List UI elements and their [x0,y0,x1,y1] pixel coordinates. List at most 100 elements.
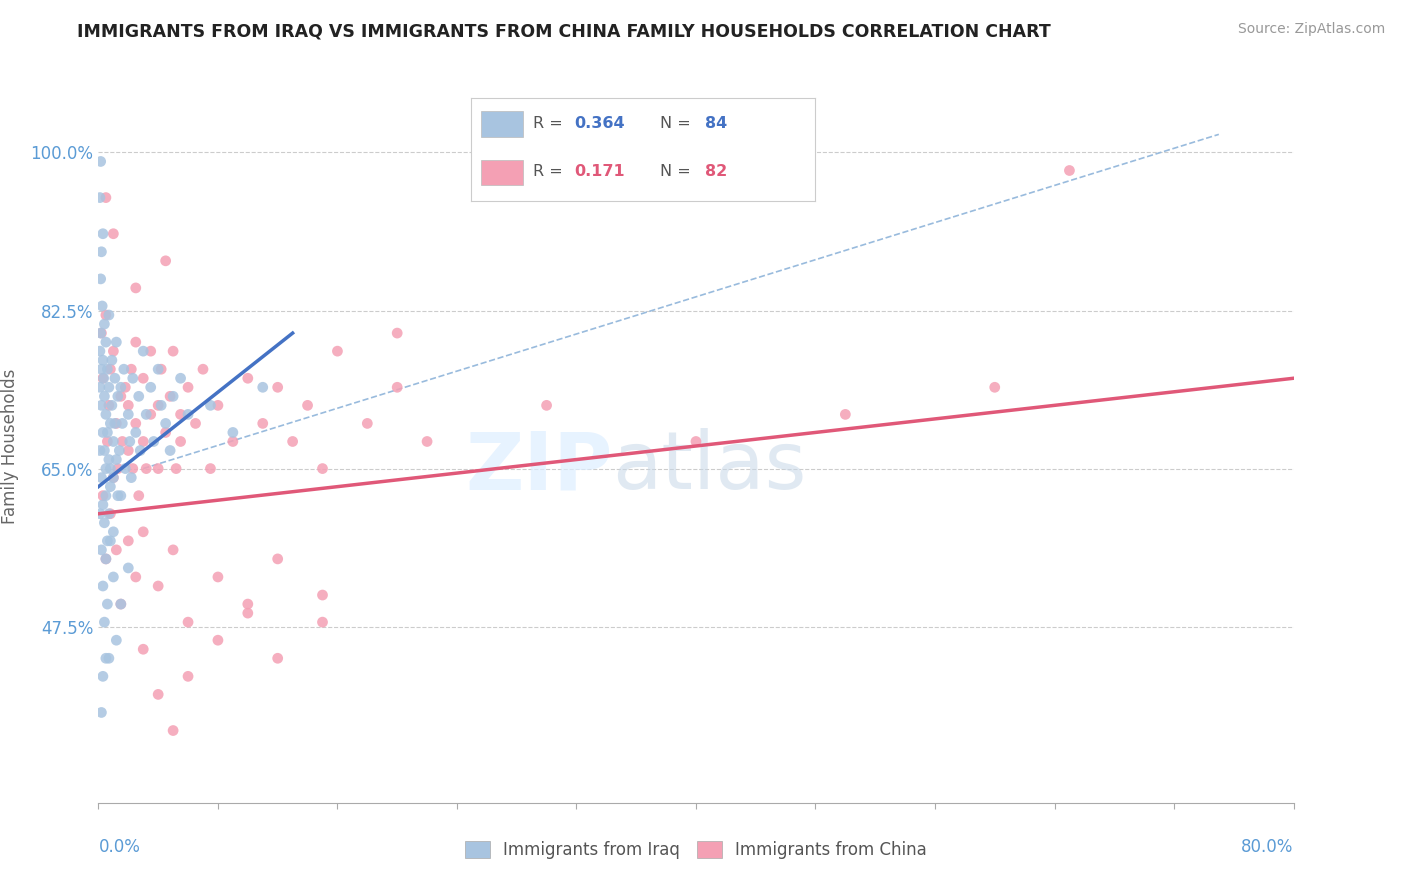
Point [162,344,184,359]
Point [89,380,111,394]
Point [94,552,117,566]
Point [107,389,129,403]
Point [97,308,120,322]
Point [101,398,124,412]
Point [97,398,120,412]
Point [90,272,112,286]
Point [121,371,143,385]
Point [90,706,112,720]
Point [159,389,181,403]
Point [834,408,856,422]
Point [132,642,155,657]
Text: R =: R = [533,116,568,131]
Point [128,489,150,503]
Point [117,443,139,458]
Point [139,408,162,422]
Point [385,380,409,394]
Point [98,480,122,494]
Point [148,362,170,376]
Point [1059,163,1081,178]
Point [98,417,122,431]
Point [135,408,157,422]
Point [98,533,122,548]
Point [98,461,122,475]
Point [97,452,120,467]
Point [125,425,148,440]
Point [91,489,114,503]
Point [165,461,187,475]
Point [356,417,378,431]
Point [101,353,124,368]
Text: 80.0%: 80.0% [1241,838,1294,856]
Point [91,371,114,385]
Point [135,461,157,475]
Point [162,723,184,738]
Point [148,579,170,593]
Point [200,461,222,475]
Point [207,398,229,412]
Point [90,326,112,340]
Point [98,362,122,376]
Point [117,408,139,422]
Point [132,524,155,539]
Point [252,417,274,431]
Point [125,281,148,295]
Point [117,398,139,412]
Point [148,461,170,475]
Point [148,398,170,412]
Point [94,489,117,503]
Point [103,524,125,539]
Point [685,434,707,449]
Text: 0.0%: 0.0% [98,838,141,856]
Point [94,335,117,350]
Point [159,443,181,458]
Point [94,408,117,422]
Point [120,362,142,376]
Text: ZIP: ZIP [465,428,613,507]
Point [297,398,319,412]
Point [267,380,290,394]
Point [105,335,128,350]
Point [984,380,1007,394]
Point [94,651,117,665]
Point [103,434,125,449]
Point [236,597,259,611]
Point [91,425,114,440]
Point [267,651,290,665]
Point [236,371,259,385]
Point [98,507,122,521]
Point [125,570,148,584]
Point [142,434,165,449]
Point [162,542,184,557]
Point [91,669,114,683]
Point [89,443,111,458]
Point [105,417,128,431]
Point [93,371,115,385]
Point [96,425,118,440]
Point [94,461,117,475]
FancyBboxPatch shape [481,112,523,137]
Text: R =: R = [533,164,568,179]
Point [162,389,184,403]
Point [207,633,229,648]
Point [93,443,115,458]
Point [90,398,112,412]
Point [267,552,290,566]
Point [96,362,118,376]
Point [91,227,114,241]
Point [326,344,349,359]
Point [105,542,128,557]
Point [91,299,114,313]
Point [112,362,135,376]
Point [222,425,245,440]
Text: N =: N = [661,116,696,131]
Point [91,579,114,593]
Point [169,408,191,422]
Point [200,398,222,412]
Point [222,434,245,449]
Point [128,389,150,403]
Point [89,344,111,359]
Point [107,489,129,503]
Point [103,344,125,359]
Point [132,371,155,385]
